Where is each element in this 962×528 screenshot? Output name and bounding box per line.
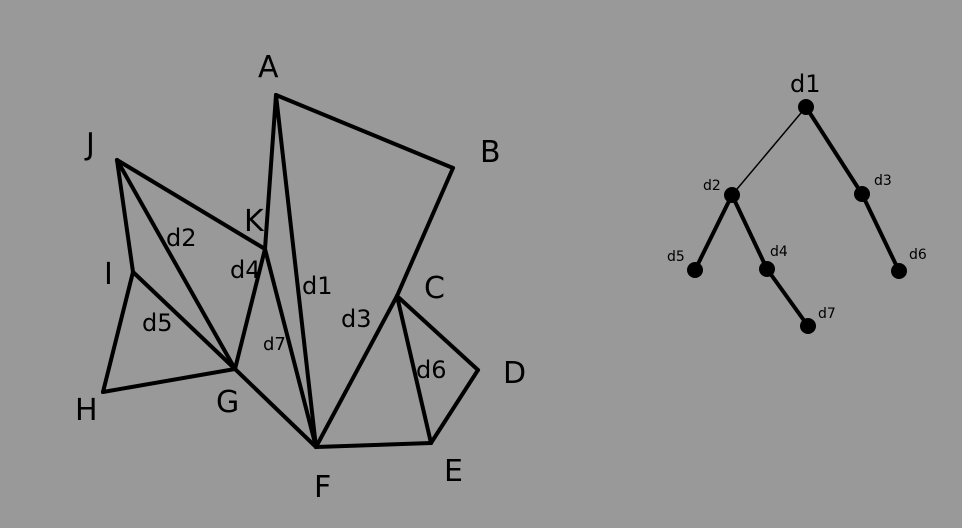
tree-node-d3 (854, 186, 870, 202)
tree-edge-d4-d7 (765, 267, 810, 328)
edge-a-b (274, 93, 455, 170)
tree-labels: d1 d2 d3 d4 d5 d6 d7 (667, 70, 927, 322)
tree-node-d5 (687, 262, 703, 278)
edge-g-h (101, 367, 237, 394)
vertex-label-g: G (216, 385, 239, 420)
tree-edge-d2-d4 (730, 193, 769, 271)
edge-d-e (429, 368, 480, 445)
tree-label-d1: d1 (790, 70, 821, 98)
diagonal-label-d3: d3 (341, 305, 372, 333)
diagonal-label-d5: d5 (142, 309, 173, 337)
diagonal-d1-a-f (274, 93, 318, 449)
tree-edges (693, 105, 901, 328)
polygon-outline (101, 93, 480, 449)
diagonal-label-d2: d2 (166, 224, 197, 252)
tree-node-d7 (800, 318, 816, 334)
edge-j-k (115, 158, 267, 251)
tree-node-d2 (724, 187, 740, 203)
diagonal-d2-j-g (115, 158, 237, 371)
vertex-labels: A B C D E F G H I J K (75, 50, 526, 505)
edge-k-a (263, 93, 278, 251)
diagonal-d4-k-g (233, 247, 267, 371)
tree-label-d6: d6 (909, 247, 927, 263)
tree-edge-d1-d2 (731, 106, 807, 196)
tree-node-d4 (759, 261, 775, 277)
diagonals (115, 93, 433, 449)
vertex-label-k: K (244, 204, 265, 239)
edge-b-c (395, 166, 455, 298)
diagonal-label-d1: d1 (302, 272, 333, 300)
tree-label-d2: d2 (703, 178, 721, 194)
edge-h-i (101, 270, 135, 394)
vertex-label-a: A (258, 50, 279, 85)
vertex-label-i: I (104, 257, 113, 292)
tree-label-d4: d4 (770, 244, 788, 260)
vertex-label-f: F (314, 470, 331, 505)
edge-c-d (395, 294, 480, 372)
vertex-label-h: H (75, 393, 98, 428)
edge-f-g (233, 367, 318, 449)
tree-edge-d2-d5 (693, 193, 734, 272)
tree-label-d3: d3 (874, 173, 892, 189)
vertex-label-j: J (84, 127, 95, 162)
tree-nodes (687, 99, 907, 334)
edge-i-j (115, 158, 135, 274)
diagonal-label-d7: d7 (263, 334, 286, 355)
diagonal-d7-k-f (263, 247, 318, 449)
vertex-label-c: C (424, 271, 445, 306)
diagonal-d5-i-g (131, 270, 237, 371)
tree-edge-d3-d6 (860, 192, 901, 273)
diagonal-labels: d1 d2 d3 d4 d5 d6 d7 (142, 224, 447, 384)
tree-node-d1 (798, 99, 814, 115)
vertex-label-b: B (480, 135, 501, 170)
diagonal-label-d6: d6 (416, 356, 447, 384)
edge-e-f (314, 441, 433, 449)
vertex-label-d: D (503, 356, 526, 391)
vertex-label-e: E (444, 454, 463, 489)
tree-node-d6 (891, 263, 907, 279)
tree-edge-d1-d3 (804, 105, 864, 196)
diagonal-d3-c-f (314, 294, 399, 449)
tree-label-d7: d7 (818, 306, 836, 322)
diagonal-label-d4: d4 (230, 256, 261, 284)
diagonal-d6-c-e (395, 294, 433, 445)
tree-label-d5: d5 (667, 249, 685, 265)
